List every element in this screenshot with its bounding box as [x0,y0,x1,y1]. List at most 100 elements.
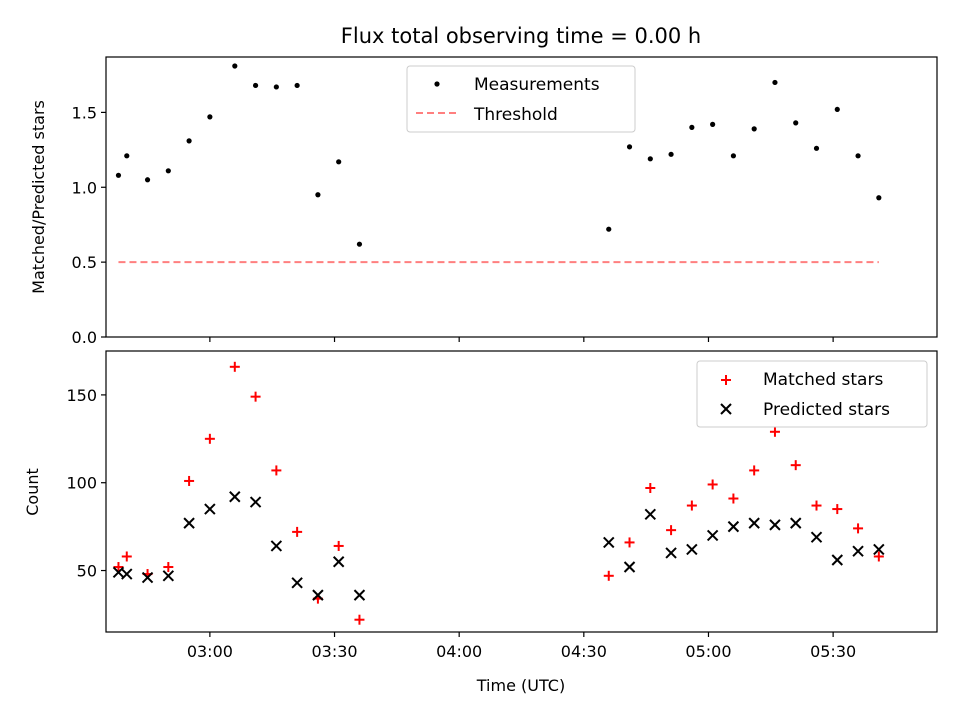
matched-star-point [873,551,884,562]
xtick-label: 04:30 [561,642,607,661]
predicted-star-point [790,517,802,529]
matched-star-point [113,562,124,573]
measurement-point [834,106,840,113]
predicted-star-point [706,529,719,542]
ratio-ytick-label: 0.5 [72,253,97,272]
matched-star-point [790,460,801,471]
matched-star-point [229,361,240,372]
legend-label-measurements: Measurements [474,75,600,95]
predicted-star-point [291,577,303,589]
matched-star-point [749,465,760,476]
measurement-point [689,124,695,130]
legend-label-threshold: Threshold [473,105,558,125]
xtick-label: 04:00 [436,642,482,661]
measurement-point [876,195,882,201]
matched-star-point [769,426,780,437]
chart-title: Flux total observing time = 0.00 h [341,24,701,48]
measurement-point [626,144,633,150]
matched-star-point [184,475,195,486]
x-axis-label: Time (UTC) [476,676,565,695]
matched-star-point [354,614,365,625]
predicted-star-point [748,517,760,529]
matched-star-point [250,391,261,402]
predicted-star-point [623,561,636,573]
matched-star-point [163,562,174,573]
x-ticks-count: 03:00 03:30 04:00 04:30 05:00 05:30 [187,632,856,661]
legend-label-predicted: Predicted stars [763,400,890,420]
predicted-star-point [312,589,324,601]
legend-ratio: Measurements Threshold [406,65,636,133]
measurement-point [124,153,130,159]
matched-star-point [811,500,822,511]
predicted-star-point [270,540,283,552]
predicted-star-point [873,543,885,556]
measurement-point [647,156,653,162]
measurement-point [207,114,213,120]
y-ticks-ratio: 0.0 0.5 1.0 1.5 [72,103,106,347]
legend-count: Matched stars Predicted stars [696,360,928,428]
measurement-point [772,79,778,86]
plot-area-ratio [115,63,882,264]
ratio-ytick-label: 1.0 [72,178,97,197]
measurement-point [115,172,122,178]
measurement-point [855,153,861,159]
count-ytick-label: 50 [77,562,97,581]
predicted-star-point [644,508,657,521]
matched-star-point [853,523,864,534]
predicted-star-point [831,554,843,566]
measurement-point [336,159,342,165]
matched-star-point [121,551,132,562]
measurement-point [232,63,238,69]
count-ytick-label: 100 [66,474,97,493]
measurement-point [186,138,192,144]
predicted-star-point [112,566,125,578]
count-ytick-label: 150 [66,386,97,405]
flux-ratio-panel: Flux total observing time = 0.00 h Match… [29,24,938,347]
ratio-ytick-label: 1.5 [72,103,97,122]
measurement-point [294,82,300,89]
ratio-ytick-label: 0.0 [72,328,97,347]
legend-label-matched: Matched stars [763,370,883,390]
predicted-star-point [769,519,781,531]
measurement-point [751,126,757,132]
matched-star-point [728,493,739,504]
y-axis-label-ratio: Matched/Predicted stars [29,100,48,294]
measurement-point [252,82,259,89]
star-count-panel: Count Time (UTC) 50 100 150 03:00 03:30 04:0… [23,350,938,695]
matched-star-point [832,504,843,515]
measurement-point [668,151,674,157]
xtick-label: 05:00 [685,642,731,661]
matched-star-point [666,525,677,536]
predicted-star-point [727,520,740,533]
predicted-star-point [810,531,823,543]
measurement-point [144,177,151,183]
y-ticks-count: 50 100 150 [66,386,106,581]
xtick-label: 03:00 [187,642,233,661]
matched-star-point [603,570,614,581]
predicted-star-point [852,545,864,557]
measurement-point [165,168,171,174]
axes-frame-ratio [105,56,938,338]
plot-area-count [112,361,885,625]
measurement-point [710,121,716,127]
measurement-point [273,84,279,90]
predicted-star-point [249,496,262,508]
legend-marker-measurements [434,81,440,87]
legend-marker-matched [721,375,731,385]
legend-marker-predicted [720,403,732,415]
predicted-star-point [332,556,345,568]
predicted-star-point [665,547,677,559]
matched-star-point [333,540,344,551]
matched-star-point [204,433,215,444]
predicted-star-point [141,571,154,584]
axes-frame-count [105,350,938,633]
predicted-star-point [603,536,615,549]
predicted-star-point [353,589,366,601]
xtick-label: 03:30 [311,642,357,661]
measurement-point [813,145,820,151]
measurement-point [793,120,799,126]
measurement-point [356,241,363,247]
measurement-point [730,153,737,159]
matched-star-point [271,465,282,476]
predicted-star-point [183,517,195,529]
